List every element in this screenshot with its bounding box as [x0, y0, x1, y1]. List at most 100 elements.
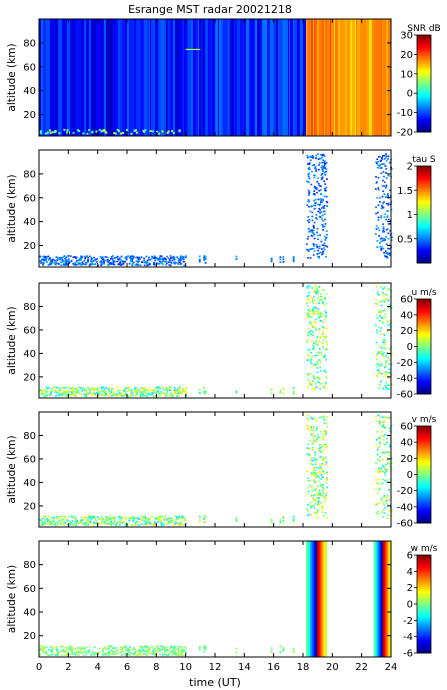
data-point [306, 314, 309, 316]
snr-stripe [375, 19, 379, 136]
data-point [322, 487, 325, 490]
data-point [324, 387, 326, 390]
data-point [322, 165, 325, 168]
data-point [64, 650, 67, 653]
data-point [313, 494, 316, 497]
data-point [384, 474, 387, 477]
colorbar-label: w m/s [411, 544, 438, 554]
colorbar-step [417, 128, 431, 131]
data-point [58, 516, 60, 519]
data-point [143, 392, 146, 395]
colorbar-step [417, 363, 431, 366]
data-point [313, 310, 316, 313]
snr-stripe [203, 19, 205, 136]
data-point [50, 390, 53, 393]
data-point [84, 263, 87, 266]
colorbar-step [417, 461, 431, 464]
data-point [204, 390, 207, 392]
data-point [55, 262, 58, 264]
data-point [106, 523, 109, 525]
colorbar-step [417, 648, 431, 651]
data-point [321, 382, 324, 385]
colorbar-step [417, 432, 431, 435]
data-point [312, 326, 315, 329]
data-point [387, 155, 390, 158]
y-tick-label: 40 [23, 217, 36, 228]
data-point [118, 262, 121, 265]
data-point [44, 258, 46, 260]
snr-stripe [290, 19, 294, 136]
data-point [107, 260, 109, 262]
snr-stripe [154, 19, 156, 136]
data-point [125, 255, 128, 258]
data-point [94, 259, 97, 262]
data-point [87, 386, 90, 389]
colorbar-step [417, 615, 431, 618]
data-point [385, 355, 388, 357]
data-point [45, 391, 48, 394]
snr-stripe [193, 19, 197, 136]
data-point [160, 516, 163, 519]
colorbar-step [417, 563, 431, 566]
data-point [322, 247, 325, 249]
data-point [306, 317, 309, 319]
data-point [381, 185, 384, 187]
snr-stripe [360, 19, 364, 136]
colorbar-step [417, 199, 431, 203]
data-point [270, 389, 273, 392]
data-point [310, 156, 313, 158]
data-point [385, 256, 387, 258]
data-point [124, 387, 126, 390]
snr-echo [120, 132, 123, 135]
data-point [308, 162, 311, 164]
data-point [181, 257, 184, 260]
data-point [322, 483, 325, 486]
data-point [71, 386, 74, 388]
data-point [325, 443, 327, 446]
snr-stripe [118, 19, 121, 136]
data-point [380, 240, 383, 243]
data-point [387, 253, 389, 256]
colorbar-step [417, 464, 431, 467]
data-point [314, 481, 317, 483]
data-point [181, 519, 183, 522]
data-point [128, 651, 130, 653]
data-point [105, 517, 108, 520]
data-point [134, 521, 137, 524]
data-point [322, 210, 325, 213]
data-point [100, 516, 103, 518]
data-point [72, 394, 74, 397]
data-point [379, 160, 382, 163]
data-point [110, 389, 113, 391]
data-point [166, 388, 169, 391]
data-point [308, 191, 311, 194]
snr-stripe [293, 19, 295, 136]
data-point [314, 364, 317, 367]
data-point [324, 498, 327, 500]
data-point [62, 515, 65, 518]
snr-stripe [180, 19, 184, 136]
data-point [313, 474, 315, 476]
data-point [184, 390, 187, 392]
data-point [383, 472, 386, 474]
data-point [324, 456, 327, 459]
colorbar-step [417, 555, 431, 558]
data-point [378, 469, 381, 472]
data-point [51, 522, 54, 525]
data-point [105, 393, 107, 395]
data-point [80, 652, 83, 654]
data-point [316, 496, 319, 499]
data-point [131, 259, 133, 262]
data-point [77, 263, 79, 266]
colorbar-step [417, 628, 431, 631]
data-point [279, 390, 282, 393]
data-point [322, 449, 325, 451]
data-point [89, 263, 92, 266]
snr-stripe [89, 19, 92, 136]
data-point [282, 648, 285, 650]
data-point [76, 259, 78, 262]
data-point [326, 425, 329, 428]
colorbar-step [417, 208, 431, 211]
data-point [320, 485, 323, 487]
data-point [165, 394, 167, 396]
